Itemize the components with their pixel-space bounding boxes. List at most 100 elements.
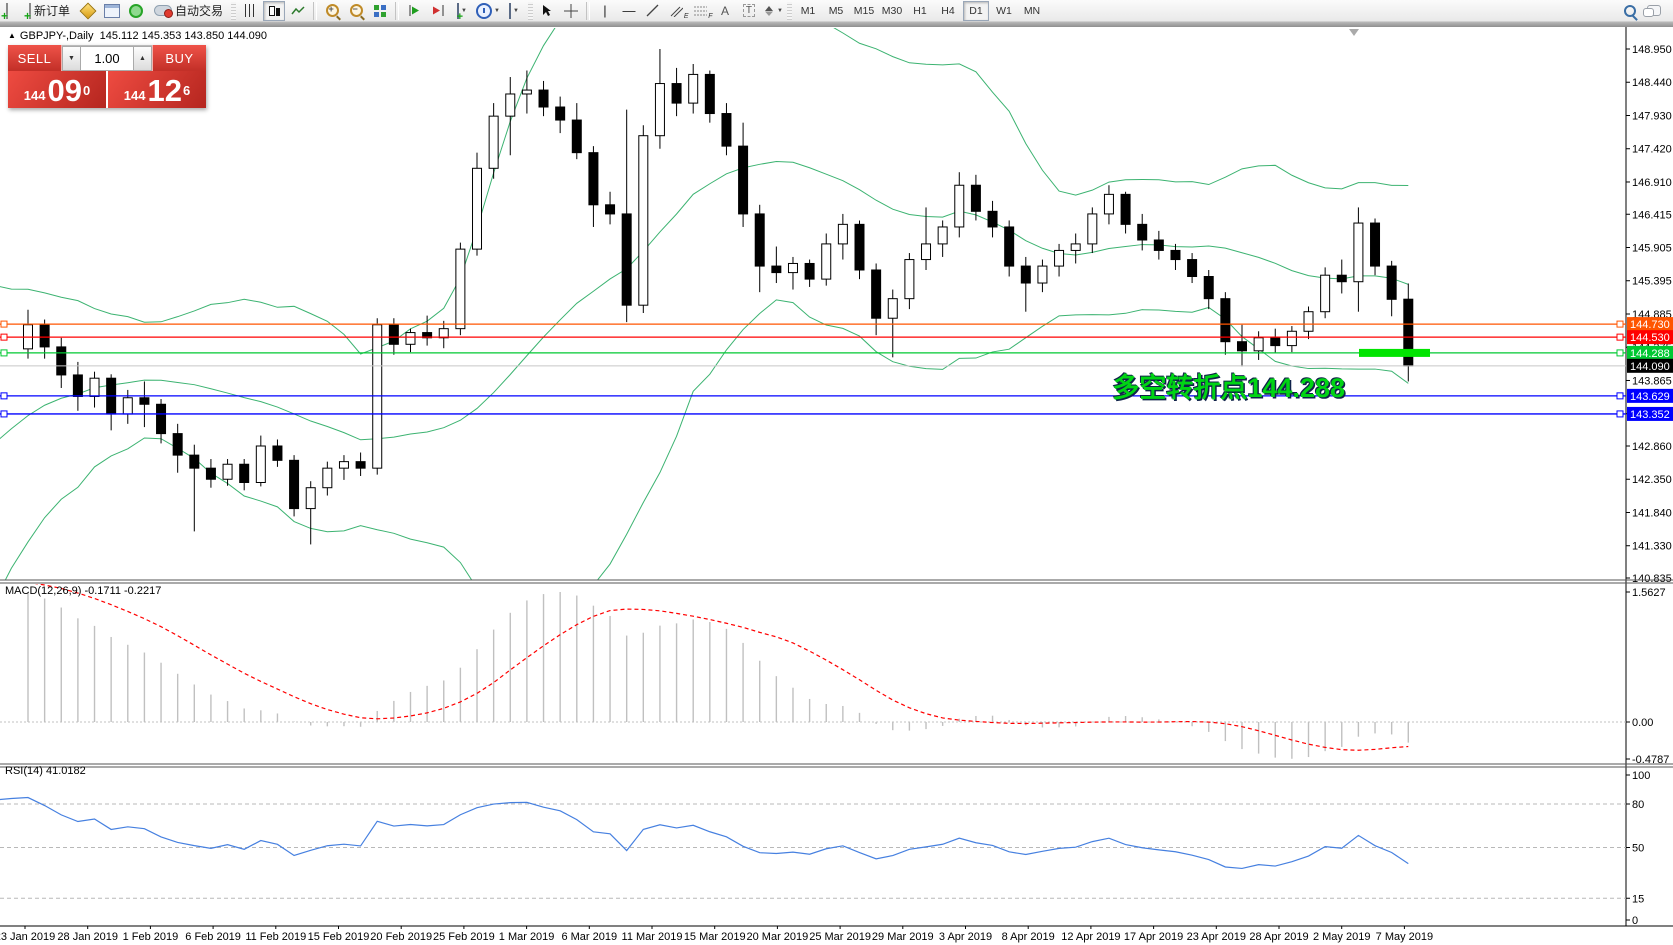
chart-canvas[interactable]: 148.950 148.440 147.930 147.420 146.910 146.4… [0,27,1673,945]
tab-timeframe-m15[interactable]: M15 [853,4,875,17]
price-tick: 142.860 [1632,441,1672,453]
cursor-tool-button[interactable] [536,1,558,21]
chart-title: ▲ GBPJPY-,Daily 145.112 145.353 143.850 1… [8,30,267,42]
zoom-out-icon: − [349,4,363,17]
line-handle [1616,410,1624,418]
search-button[interactable] [1619,1,1641,21]
line-handle [1616,333,1624,341]
fibonacci-tool[interactable]: F [690,1,712,21]
candlestick-layer [23,49,1414,545]
price-tick: 145.395 [1632,276,1672,288]
candle-body [887,298,898,319]
candle-body [787,262,798,274]
price-badge-144.090: 144.090 [1630,361,1670,373]
templates-button[interactable]: ▼ [503,1,525,21]
chart-shift-marker[interactable] [1349,29,1359,36]
chat-button[interactable] [1643,1,1665,21]
candle-body [1353,222,1364,283]
text-tool[interactable]: A [720,3,729,18]
text-label-tool[interactable]: T [738,1,760,21]
data-window-button[interactable] [101,1,123,21]
price-badge-144.530: 144.530 [1630,332,1670,344]
line-chart-button[interactable] [287,1,309,21]
date-label: 11 Mar 2019 [622,931,683,943]
bar-chart-button[interactable] [239,1,261,21]
tab-timeframe-m30[interactable]: M30 [881,4,903,17]
crosshair-tool-button[interactable] [560,1,582,21]
macd-rsi-splitter[interactable] [0,763,1673,768]
channel-tool[interactable]: E [666,1,688,21]
tab-timeframe-m5[interactable]: M5 [828,4,844,17]
vertical-line-tool[interactable]: | [603,3,607,18]
candle-body [122,397,133,415]
price-tick: 140.835 [1632,573,1672,585]
date-axis[interactable]: 23 Jan 2019 28 Jan 2019 1 Feb 2019 6 Feb 20… [0,926,1433,943]
market-watch-button[interactable] [77,1,99,21]
sell-button[interactable]: SELL [8,45,62,71]
trendline-tool[interactable] [642,1,664,21]
collapse-arrow-icon[interactable]: ▲ [8,31,16,40]
candle-body [1103,193,1114,215]
periods-button[interactable]: ▼ [475,1,501,21]
new-chart-icon[interactable]: + [0,1,22,21]
price-line-143.352[interactable] [0,410,1626,418]
candle-body [937,226,948,245]
candle-body [804,262,815,280]
candle-body [688,73,699,104]
tab-timeframe-w1[interactable]: W1 [996,4,1012,17]
horizontal-line-tool[interactable]: — [622,3,636,18]
date-label: 20 Feb 2019 [370,931,432,943]
turning-point-annotation[interactable]: 多空转折点144.288 [1112,373,1345,403]
tile-windows-button[interactable] [369,1,391,21]
tab-timeframe-h1[interactable]: H1 [913,4,927,17]
chart-shift-button[interactable] [427,1,449,21]
tab-timeframe-m1[interactable]: M1 [800,4,816,17]
periods-icon [476,2,493,19]
signals-button[interactable] [125,1,147,21]
price-line-144.530[interactable] [0,333,1626,341]
price-tick: 142.350 [1632,474,1672,486]
candle-body [239,463,250,483]
rsi-scale-80: 80 [1632,799,1644,811]
candle-body [1286,330,1297,347]
tab-timeframe-d1[interactable]: D1 [962,0,989,21]
price-line-144.288[interactable] [0,349,1626,357]
toolbar: + + 新订单 自动交易 + − + ▼ [0,0,1673,22]
candle-body [1187,259,1198,278]
auto-scroll-button[interactable] [403,1,425,21]
main-price-panel [0,28,1414,580]
zoom-out-button[interactable]: − [345,1,367,21]
zoom-in-button[interactable]: + [321,1,343,21]
main-macd-splitter[interactable] [0,579,1673,584]
line-handle [0,410,8,418]
candle-body [272,445,283,461]
arrows-tool[interactable]: ▼ [762,1,784,21]
price-line-144.730[interactable] [0,320,1626,328]
indicators-button[interactable]: + ▼ [451,1,473,22]
autotrading-button[interactable]: 自动交易 [149,1,228,21]
date-label: 7 May 2019 [1376,931,1433,943]
new-order-button[interactable]: + 新订单 [24,2,71,23]
price-tick: 147.420 [1632,144,1672,156]
symbol-period-label: GBPJPY-,Daily [19,30,94,42]
buy-price-display[interactable]: 144 12 6 [108,71,206,108]
green-highlight-marker[interactable] [1359,348,1430,357]
line-handle [0,392,8,400]
date-label: 12 Apr 2019 [1061,931,1120,943]
tab-timeframe-mn[interactable]: MN [1023,4,1041,17]
price-line-143.629[interactable] [0,392,1626,400]
volume-increase-button[interactable]: ▲ [133,46,152,71]
candlestick-chart-button[interactable] [263,0,286,21]
date-label: 29 Mar 2019 [872,931,934,943]
sell-price-display[interactable]: 144 09 0 [8,71,106,108]
buy-button[interactable]: BUY [152,45,206,71]
volume-field[interactable]: 1.00 [81,46,133,71]
candle-body [571,119,582,154]
candle-body [721,113,732,147]
indicators-icon: + [457,2,463,22]
volume-decrease-button[interactable]: ▼ [62,46,81,71]
date-label: 6 Mar 2019 [561,931,617,943]
tab-timeframe-h4[interactable]: H4 [941,4,955,17]
templates-icon [509,2,511,19]
trendline-icon [647,4,659,17]
